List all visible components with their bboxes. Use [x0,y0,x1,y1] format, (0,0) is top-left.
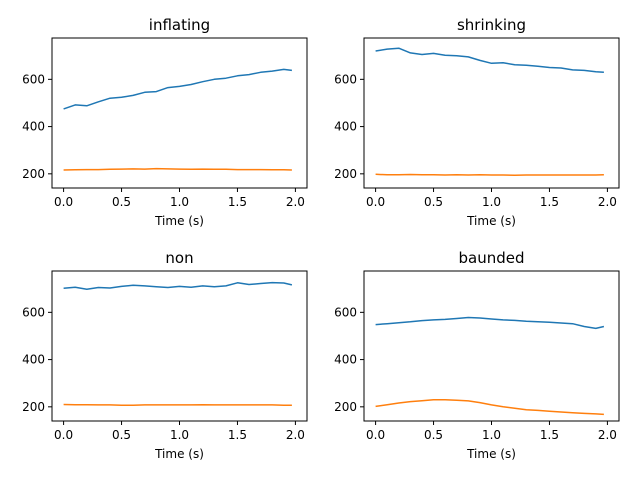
y-tick-label: 400 [334,353,357,367]
subplot: 0.0 0.5 1.0 1.5 2.0 200 400 600 inflating Time (s… [22,16,308,228]
x-tick-label: 0.0 [54,428,73,442]
x-tick-label: 2.0 [598,195,617,209]
series-line [375,398,604,416]
y-tick-label: 200 [334,400,357,414]
y-tick-label: 200 [22,167,45,181]
series-line [375,173,604,176]
x-tick-label: 2.0 [598,428,617,442]
x-tick-label: 0.0 [366,428,385,442]
x-tick-label: 1.5 [228,195,247,209]
y-tick-label: 600 [334,72,357,86]
x-tick-label: 1.5 [540,428,559,442]
plot-frame [51,270,308,422]
series-line [63,281,293,290]
plot-frame [51,37,308,189]
series-line [375,47,604,74]
plot-frame [363,37,620,189]
x-tick-label: 1.0 [482,428,501,442]
series-line [63,68,292,110]
y-tick-label: 600 [334,305,357,319]
y-tick-label: 200 [334,167,357,181]
y-tick-label: 200 [22,400,45,414]
x-axis-label: Time (s) [154,214,204,228]
x-axis-label: Time (s) [466,447,516,461]
x-tick-label: 0.5 [112,195,131,209]
x-tick-label: 1.0 [170,428,189,442]
y-tick-label: 600 [22,305,45,319]
x-tick-label: 1.0 [170,195,189,209]
subplot: 0.0 0.5 1.0 1.5 2.0 200 400 600 baunded Time (s) [334,249,620,461]
x-axis-label: Time (s) [154,447,204,461]
x-tick-label: 0.0 [54,195,73,209]
y-tick-label: 400 [334,120,357,134]
y-tick-label: 400 [22,353,45,367]
y-tick-label: 600 [22,72,45,86]
x-tick-label: 0.0 [366,195,385,209]
series-line [63,167,292,171]
subplot-title: non [165,249,193,267]
plot-frame [363,270,620,422]
subplot-title: shrinking [457,16,526,34]
x-tick-label: 0.5 [112,428,131,442]
x-tick-label: 2.0 [286,195,305,209]
x-tick-label: 1.5 [540,195,559,209]
x-axis-label: Time (s) [466,214,516,228]
x-tick-label: 2.0 [286,428,305,442]
x-tick-label: 1.5 [228,428,247,442]
subplot-title: baunded [459,249,525,267]
subplot: 0.0 0.5 1.0 1.5 2.0 200 400 600 shrinking Time (s… [334,16,620,228]
series-line [375,316,605,330]
x-tick-label: 0.5 [424,428,443,442]
subplot: 0.0 0.5 1.0 1.5 2.0 200 400 600 non Time (s) [22,249,308,461]
subplot-title: inflating [149,16,210,34]
x-tick-label: 0.5 [424,195,443,209]
y-tick-label: 400 [22,120,45,134]
x-tick-label: 1.0 [482,195,501,209]
series-line [63,403,292,406]
